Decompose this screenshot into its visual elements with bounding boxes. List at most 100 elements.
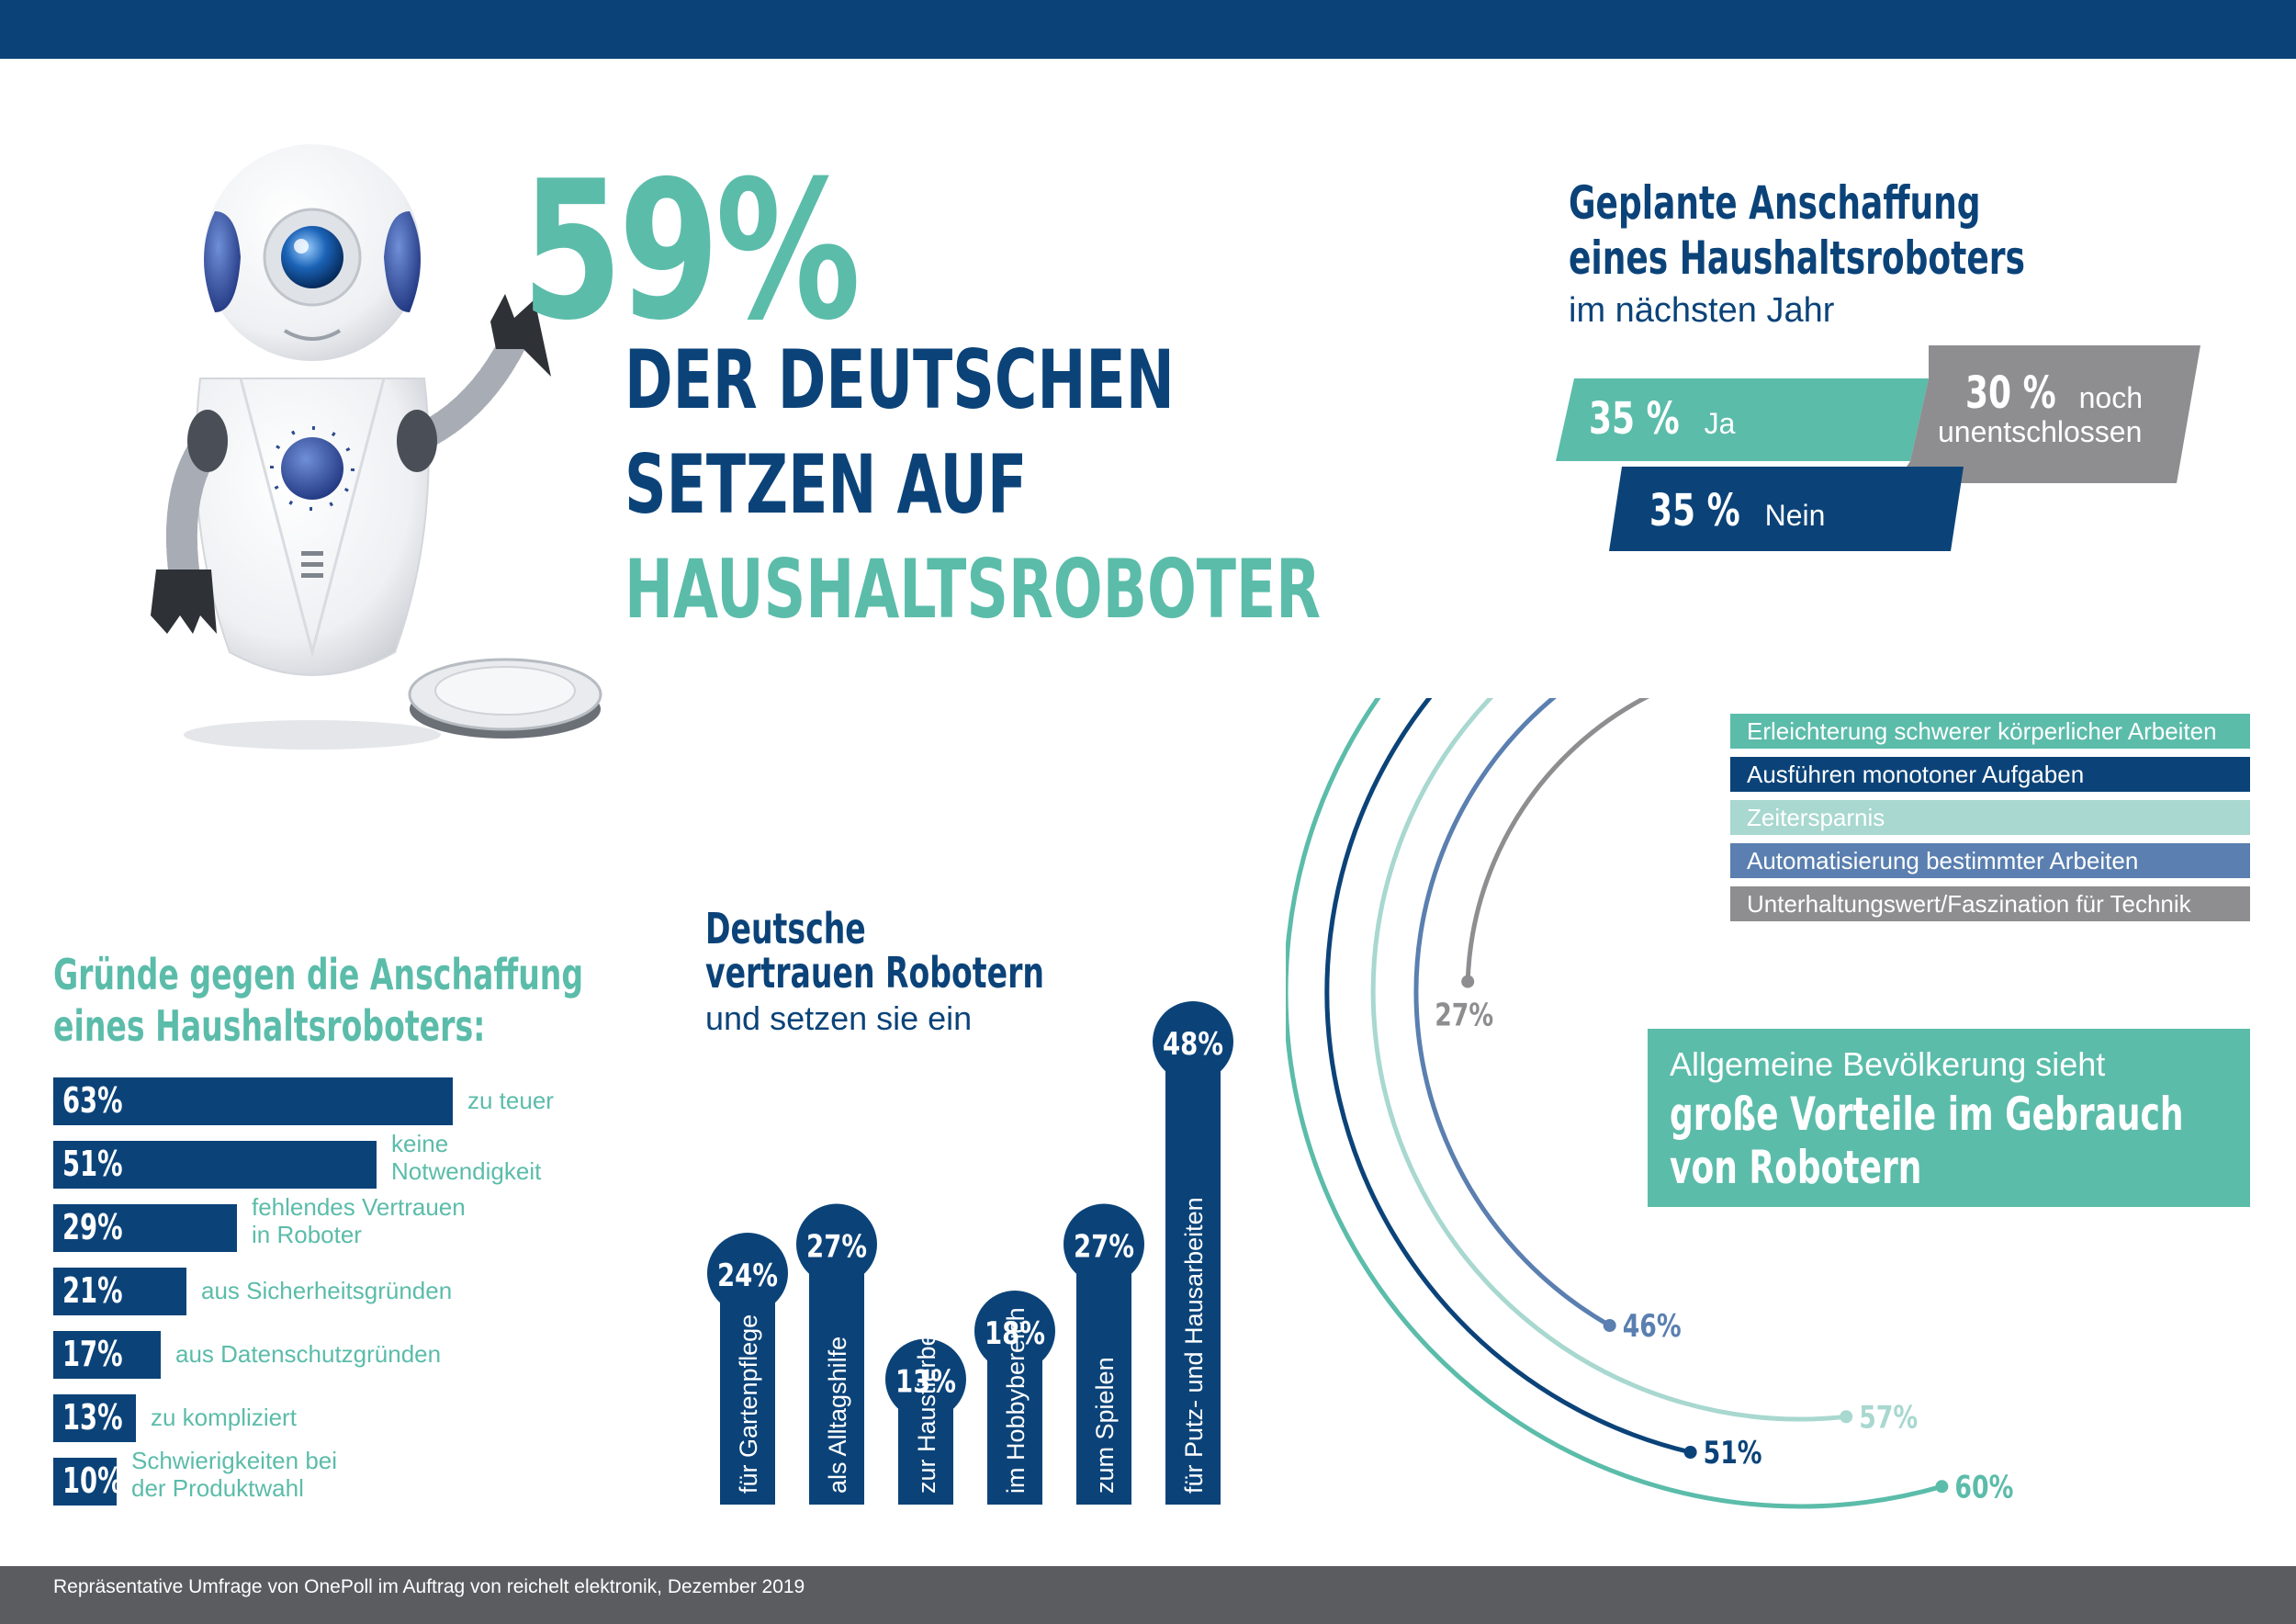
trust-bar-cap xyxy=(1153,1001,1233,1082)
plan-ja: 35 % Ja xyxy=(1589,393,1735,445)
advantage-legend-item: Automatisierung bestimmter Arbeiten xyxy=(1730,843,2250,878)
footer-source: Repräsentative Umfrage von OnePoll im Au… xyxy=(53,1576,805,1597)
plan-shape-ja xyxy=(1556,378,1929,461)
trust-bar-category: zur Haustierbetreuung xyxy=(913,1248,940,1494)
trust-bar-value: 27% xyxy=(806,1229,867,1266)
advantage-arc-end xyxy=(1683,1446,1697,1459)
trust-bar-category: zum Spielen xyxy=(1091,1357,1119,1494)
against-bar-value: 29% xyxy=(62,1207,123,1247)
plan-unentschlossen-label-1: noch xyxy=(2078,381,2143,414)
advantages-radial-chart: 60% 51% 57% 46% 27% xyxy=(1286,698,2013,1509)
against-bar-label: aus Sicherheitsgründen xyxy=(201,1277,453,1304)
against-bar: 10% xyxy=(53,1458,122,1506)
against-bar-label: fehlendes Vertrauen in Roboter xyxy=(252,1193,466,1248)
plan-nein-label: Nein xyxy=(1764,499,1826,532)
against-bar-value: 10% xyxy=(62,1460,123,1501)
trust-bar-category: als Alltagshilfe xyxy=(824,1336,851,1494)
trust-bar-category: für Gartenpflege xyxy=(735,1314,762,1494)
advantage-arc-end xyxy=(1603,1319,1616,1332)
plan-title-line-2: eines Haushaltsroboters xyxy=(1569,231,2025,285)
trust-subtitle: und setzen sie ein xyxy=(705,999,973,1037)
trust-bar-cap xyxy=(796,1203,877,1285)
trust-bar-value: 13% xyxy=(895,1364,956,1401)
against-bar-label: keine Notwendigkeit xyxy=(391,1130,542,1185)
advantage-legend-label: Ausführen monotoner Aufgaben xyxy=(1747,761,2085,788)
against-bar: 63% xyxy=(53,1077,453,1125)
advantage-legend-item: Ausführen monotoner Aufgaben xyxy=(1730,757,2250,792)
advantage-value: 27% xyxy=(1435,998,1493,1034)
hero-percent: 59% xyxy=(522,141,861,363)
hero-line-2: SETZEN AUF xyxy=(625,437,1028,532)
advantage-arc xyxy=(1286,698,1943,1509)
plan-shape-unentschlossen xyxy=(1896,345,2200,483)
trust-bar xyxy=(809,1244,864,1505)
against-title-line-1: Gründe gegen die Anschaffung xyxy=(53,950,584,999)
trust-bar-value: 24% xyxy=(717,1257,778,1294)
advantage-value: 60% xyxy=(1954,1469,2013,1506)
advantage-arc xyxy=(1370,698,1847,1422)
against-title-line-2: eines Haushaltsroboters: xyxy=(53,1001,486,1051)
advantages-box-line-3: von Robotern xyxy=(1670,1141,1922,1194)
plan-unentschlossen-value: 30 % xyxy=(1965,367,2056,419)
against-bar-value: 51% xyxy=(62,1144,123,1184)
hero-line-1: DER DEUTSCHEN xyxy=(625,333,1175,427)
plan-ja-label: Ja xyxy=(1704,407,1736,440)
advantage-value: 57% xyxy=(1859,1399,1918,1436)
plan-nein-value: 35 % xyxy=(1649,485,1740,536)
plan-subtitle: im nächsten Jahr xyxy=(1569,291,1835,330)
trust-bar xyxy=(1165,1042,1221,1505)
against-bar-label: aus Datenschutzgründen xyxy=(175,1340,442,1368)
advantage-arc xyxy=(1413,698,1611,1328)
against-bar: 13% xyxy=(53,1394,136,1442)
against-bar-value: 63% xyxy=(62,1080,123,1121)
advantage-arc-end xyxy=(1935,1480,1949,1494)
against-bar-label: zu teuer xyxy=(467,1087,554,1114)
advantage-arc-end xyxy=(1461,975,1475,988)
trust-bar-value: 18% xyxy=(985,1315,1045,1352)
advantage-value: 46% xyxy=(1623,1308,1682,1345)
trust-bar-cap xyxy=(707,1233,788,1314)
trust-bar-category: im Hobbybereich xyxy=(1002,1307,1030,1494)
plan-shape-nein xyxy=(1609,467,1964,551)
footer-bar xyxy=(0,1566,2296,1624)
plan-shapes xyxy=(1556,345,2200,551)
trust-bar-category: für Putz- und Hausarbeiten xyxy=(1180,1197,1208,1494)
plan-unentschlossen-label-2: unentschlossen xyxy=(1938,415,2143,448)
against-bar-value: 13% xyxy=(62,1397,123,1438)
against-bar-label: zu kompliziert xyxy=(151,1404,297,1431)
against-bar-label: Schwierigkeiten bei der Produktwahl xyxy=(131,1447,338,1502)
advantage-legend-item: Unterhaltungswert/Faszination für Techni… xyxy=(1730,886,2250,921)
top-bar xyxy=(0,0,2296,59)
advantage-legend-label: Zeitersparnis xyxy=(1747,804,1885,831)
plan-title-line-1: Geplante Anschaffung xyxy=(1569,176,1981,230)
against-bar: 51% xyxy=(53,1141,377,1189)
plan-unentschlossen: 30 % noch xyxy=(1965,367,2143,419)
trust-title-line-1: Deutsche xyxy=(705,904,866,953)
trust-bar-chart: 24% für Gartenpflege 27% als Alltagshilfe 13… xyxy=(707,1001,1233,1505)
advantages-box-line-2: große Vorteile im Gebrauch xyxy=(1670,1088,2184,1141)
advantage-value: 51% xyxy=(1704,1435,1762,1472)
trust-bar-value: 27% xyxy=(1074,1229,1134,1266)
advantage-legend-item: Zeitersparnis xyxy=(1730,800,2250,835)
advantage-arc xyxy=(1324,698,1692,1455)
hero-line-3: HAUSHALTSROBOTER xyxy=(625,542,1322,637)
plan-nein: 35 % Nein xyxy=(1649,485,1825,536)
trust-bar-value: 48% xyxy=(1163,1026,1223,1063)
advantage-legend-label: Automatisierung bestimmter Arbeiten xyxy=(1747,847,2139,874)
trust-bar-cap xyxy=(974,1291,1055,1371)
advantage-arc-end xyxy=(1840,1410,1853,1424)
trust-title-line-2: vertrauen Robotern xyxy=(705,948,1044,998)
advantage-legend-label: Unterhaltungswert/Faszination für Techni… xyxy=(1747,890,2191,918)
advantages-box: Allgemeine Bevölkerung sieht große Vorte… xyxy=(1648,1029,2250,1207)
advantages-box-line-1: Allgemeine Bevölkerung sieht xyxy=(1670,1045,2106,1083)
advantage-legend-item: Erleichterung schwerer körperlicher Arbe… xyxy=(1730,714,2250,749)
against-bar: 21% xyxy=(53,1268,186,1315)
trust-bar-cap xyxy=(885,1338,966,1420)
trust-bar-cap xyxy=(1064,1203,1144,1285)
against-bar: 17% xyxy=(53,1331,161,1379)
advantage-arc xyxy=(1465,698,1650,982)
trust-bar xyxy=(1076,1244,1131,1505)
against-bar: 29% xyxy=(53,1204,237,1252)
against-bar-value: 17% xyxy=(62,1334,123,1374)
against-bar-value: 21% xyxy=(62,1270,123,1311)
